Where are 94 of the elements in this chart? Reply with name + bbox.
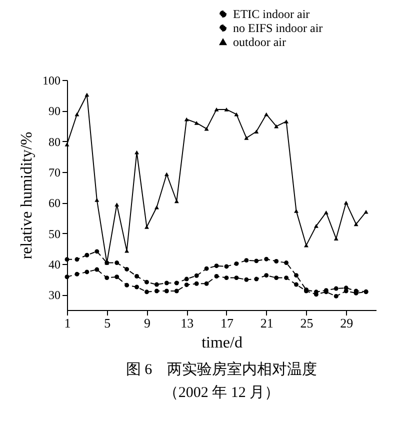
text: 图 6 两实验房室内相对温度 — [126, 361, 318, 378]
text: （2002 年 12 月） — [163, 384, 280, 401]
point — [324, 210, 328, 214]
point — [224, 276, 229, 280]
point — [84, 270, 90, 274]
legend-label: ETIC indoor air — [233, 7, 310, 21]
point — [184, 276, 189, 282]
point — [224, 108, 229, 112]
point — [214, 264, 219, 268]
y-tick-label: 50 — [48, 226, 60, 241]
point — [174, 288, 179, 294]
point — [234, 112, 239, 116]
point — [64, 142, 70, 146]
point — [204, 266, 209, 271]
point — [184, 282, 189, 288]
point — [114, 274, 120, 280]
point — [294, 273, 298, 278]
point — [254, 276, 259, 282]
point — [104, 276, 110, 280]
y-axis-title: relative humidity/% — [18, 132, 36, 260]
point — [94, 267, 100, 272]
point — [154, 288, 159, 294]
point — [124, 282, 130, 288]
x-tick-label: 9 — [144, 316, 150, 330]
point — [314, 224, 318, 228]
legend-label: outdoor air — [233, 35, 286, 49]
point — [224, 264, 229, 269]
point — [264, 256, 269, 262]
y-tick-label: 80 — [48, 134, 60, 149]
point — [364, 210, 368, 214]
point — [334, 294, 338, 298]
point — [174, 280, 179, 286]
y-tick-label: 90 — [48, 104, 60, 118]
point — [124, 266, 130, 272]
point — [164, 172, 169, 176]
point — [94, 249, 100, 254]
x-tick-label: 29 — [340, 316, 354, 330]
point — [194, 273, 199, 278]
point — [354, 222, 358, 226]
point — [134, 284, 140, 290]
point — [254, 258, 259, 264]
point — [274, 276, 279, 280]
legend-label: no EIFS indoor air — [233, 21, 323, 35]
point — [234, 261, 239, 266]
point — [214, 274, 219, 278]
point — [144, 280, 149, 284]
y-tick-label: 40 — [48, 258, 60, 272]
x-tick-label: 13 — [180, 316, 194, 330]
point — [134, 274, 140, 278]
point — [64, 274, 70, 280]
point — [254, 130, 259, 134]
point — [64, 257, 70, 262]
x-tick-label: 5 — [104, 316, 111, 330]
point — [244, 136, 249, 140]
point — [284, 119, 289, 124]
point — [144, 290, 149, 294]
point — [274, 259, 279, 264]
point — [204, 281, 209, 286]
point — [344, 200, 348, 205]
point — [264, 112, 269, 116]
point — [74, 112, 80, 116]
point — [194, 281, 199, 286]
point — [114, 202, 120, 206]
point — [194, 120, 199, 125]
x-axis-title: time/d — [202, 334, 242, 352]
y-tick-label: 70 — [48, 166, 60, 180]
point — [284, 276, 289, 280]
point — [234, 276, 239, 280]
point — [294, 282, 298, 287]
y-tick-label: 100 — [42, 74, 60, 88]
point — [94, 198, 100, 202]
point — [264, 273, 269, 278]
point — [164, 280, 169, 286]
x-tick-label: 21 — [260, 316, 274, 330]
point — [114, 260, 120, 266]
point — [164, 288, 169, 294]
x-tick-label: 25 — [300, 316, 314, 330]
y-tick-label: 30 — [48, 288, 60, 302]
point — [74, 272, 80, 276]
x-tick-label: 1 — [64, 316, 71, 330]
x-tick-label: 17 — [220, 316, 234, 330]
point — [244, 258, 249, 263]
point — [84, 92, 90, 97]
point — [244, 277, 249, 282]
point — [334, 236, 338, 240]
point — [214, 108, 219, 112]
point — [154, 282, 159, 287]
point — [294, 209, 298, 213]
y-tick-label: 60 — [48, 196, 60, 210]
point — [84, 252, 90, 258]
point — [74, 257, 80, 262]
point — [334, 286, 338, 291]
point — [284, 260, 289, 266]
point — [134, 150, 140, 154]
